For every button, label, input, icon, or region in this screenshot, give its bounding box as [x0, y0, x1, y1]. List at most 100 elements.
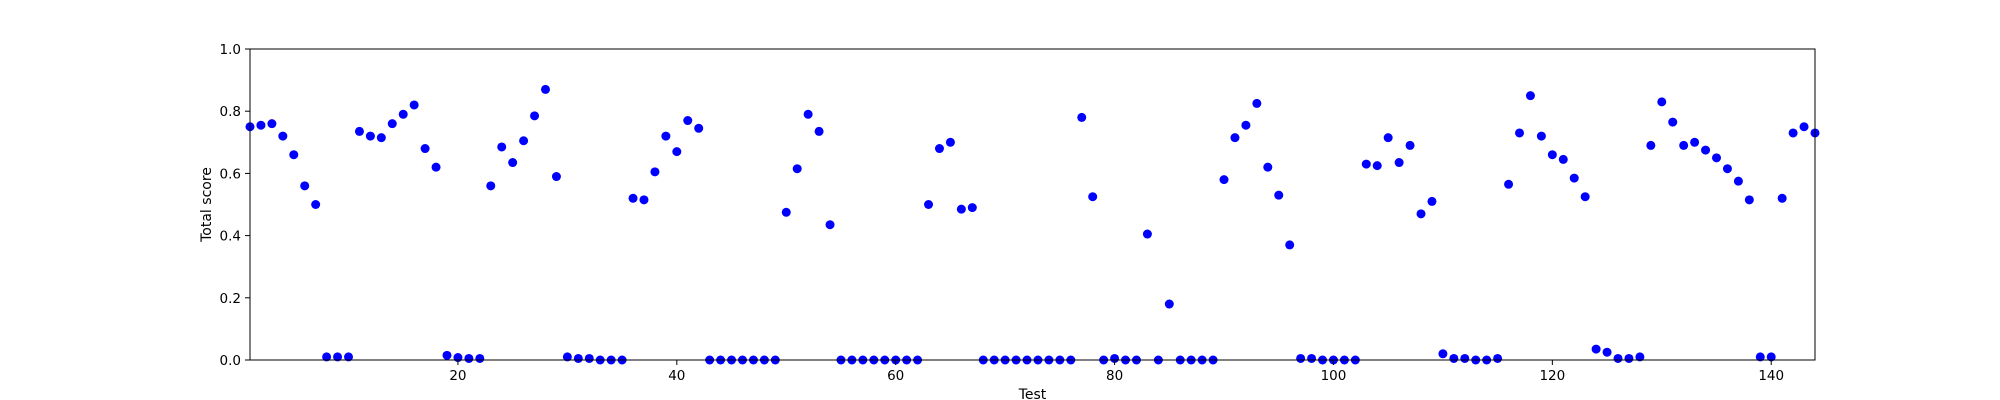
data-point	[1525, 91, 1535, 101]
data-point	[300, 181, 310, 191]
data-point	[278, 131, 288, 141]
data-point	[956, 204, 966, 214]
y-axis: 0.0 0.2 0.4 0.6 0.8 1.0	[220, 42, 250, 369]
data-point	[1110, 353, 1120, 363]
data-point	[508, 158, 518, 168]
data-point	[1394, 158, 1404, 168]
data-point	[267, 119, 277, 129]
data-point	[1405, 140, 1415, 150]
data-point	[1241, 120, 1251, 130]
data-point	[661, 131, 671, 141]
data-point	[289, 150, 299, 160]
data-point	[1438, 349, 1448, 359]
data-point	[376, 133, 386, 143]
data-point	[1602, 347, 1612, 357]
data-point	[1536, 131, 1546, 141]
data-point	[1077, 112, 1087, 122]
data-point	[409, 100, 419, 110]
data-point	[1777, 193, 1787, 203]
data-point	[333, 352, 343, 362]
data-point	[1285, 240, 1295, 250]
data-point	[1164, 299, 1174, 309]
data-point	[934, 144, 944, 154]
data-point	[1361, 159, 1371, 169]
data-point	[1449, 353, 1459, 363]
x-tick-label: 20	[449, 368, 466, 384]
data-point	[1493, 353, 1503, 363]
data-point	[1296, 353, 1306, 363]
x-tick-label: 60	[887, 368, 904, 384]
data-point	[672, 147, 682, 157]
data-point	[1263, 162, 1273, 172]
data-point	[1547, 150, 1557, 160]
data-point	[1722, 164, 1732, 174]
data-point	[1679, 140, 1689, 150]
data-point	[814, 126, 824, 136]
data-point	[551, 172, 561, 182]
data-point	[792, 164, 802, 174]
data-point	[256, 120, 266, 130]
data-point	[398, 109, 408, 119]
x-tick-label: 100	[1321, 368, 1347, 384]
data-point	[1088, 192, 1098, 202]
data-point	[1799, 122, 1809, 132]
axes-frame	[249, 48, 1816, 361]
data-point	[519, 136, 529, 146]
data-point	[639, 195, 649, 205]
data-point	[1427, 196, 1437, 206]
x-tick-label: 120	[1539, 368, 1565, 384]
data-point	[1690, 137, 1700, 147]
y-tick-label: 0.6	[220, 166, 241, 182]
data-point	[1591, 344, 1601, 354]
data-point	[1252, 98, 1262, 108]
y-tick-label: 0.8	[220, 104, 241, 120]
data-point	[1766, 352, 1776, 362]
data-point	[387, 119, 397, 129]
data-point	[311, 200, 321, 209]
data-point	[1219, 175, 1229, 185]
data-point	[803, 109, 813, 119]
data-point	[1515, 128, 1525, 138]
data-point	[322, 352, 332, 362]
data-point	[540, 84, 550, 94]
data-point	[1744, 195, 1754, 205]
data-point	[1230, 133, 1240, 143]
x-axis: 20 40 60 80 100 120 140	[449, 360, 1784, 384]
y-tick-label: 0.2	[220, 291, 241, 307]
data-point	[1460, 353, 1470, 363]
data-point	[781, 207, 791, 217]
data-point	[1788, 128, 1798, 138]
data-point	[1142, 229, 1152, 239]
data-point	[1372, 161, 1382, 171]
y-tick-label: 1.0	[220, 42, 241, 58]
data-point	[1416, 209, 1426, 219]
data-point	[1624, 353, 1634, 363]
data-point	[1668, 117, 1678, 127]
data-point	[1733, 176, 1743, 186]
data-point	[924, 200, 934, 209]
data-point	[497, 142, 507, 152]
data-point	[1504, 179, 1514, 189]
data-points	[245, 84, 1820, 365]
data-point	[1657, 97, 1667, 107]
data-point	[573, 353, 583, 363]
data-point	[431, 162, 441, 172]
data-point	[1635, 352, 1645, 362]
data-point	[584, 353, 594, 363]
data-point	[1712, 153, 1722, 163]
data-point	[1755, 352, 1765, 362]
data-point	[1569, 173, 1579, 183]
data-point	[1580, 192, 1590, 202]
data-point	[694, 123, 704, 133]
data-point	[825, 220, 835, 230]
x-tick-label: 40	[668, 368, 685, 384]
data-point	[343, 352, 353, 362]
data-point	[628, 193, 638, 203]
data-point	[1383, 133, 1393, 143]
data-point	[562, 352, 572, 362]
data-point	[1274, 190, 1284, 200]
data-point	[420, 144, 430, 154]
data-point	[1613, 353, 1623, 363]
data-point	[967, 203, 977, 213]
x-tick-label: 80	[1106, 368, 1123, 384]
